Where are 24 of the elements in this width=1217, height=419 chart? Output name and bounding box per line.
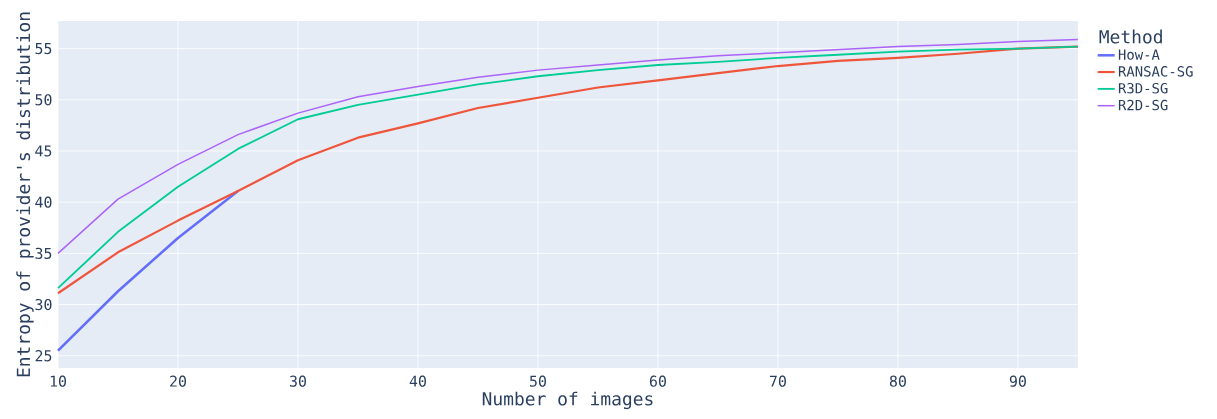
x-tick-label: 80	[889, 375, 906, 387]
x-axis-title: Number of images	[482, 391, 653, 410]
x-tick-label: 30	[289, 375, 306, 387]
legend-label: RANSAC-SG	[1118, 66, 1193, 77]
line-series	[56, 189, 240, 352]
x-tick-label: 90	[1009, 375, 1026, 387]
y-tick-label: 30	[35, 298, 52, 311]
y-tick-label: 55	[35, 43, 52, 55]
y-tick-label: 40	[35, 196, 52, 208]
legend-label: R2D-SG	[1118, 99, 1168, 111]
y-axis-title: Entropy of provider's distribution	[16, 12, 34, 377]
x-tick-label: 50	[530, 375, 546, 387]
x-tick-label: 70	[769, 375, 786, 387]
x-tick-label: 10	[50, 375, 67, 387]
x-tick-label: 20	[170, 375, 187, 387]
legend-label: R3D-SG	[1118, 82, 1168, 94]
y-tick-label: 45	[35, 145, 52, 157]
y-tick-label: 25	[35, 350, 52, 362]
y-tick-label: 35	[35, 247, 52, 260]
y-tick-label: 50	[35, 94, 52, 106]
legend-title: Method	[1099, 29, 1162, 44]
x-tick-label: 60	[649, 375, 666, 387]
x-tick-label: 40	[409, 375, 426, 387]
legend-label: How-A	[1118, 49, 1160, 60]
